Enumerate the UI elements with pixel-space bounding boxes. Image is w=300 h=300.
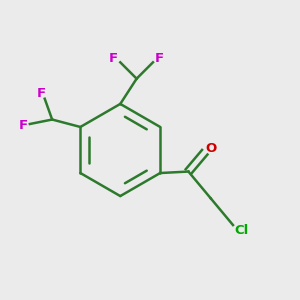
Text: F: F <box>155 52 164 65</box>
Text: O: O <box>206 142 217 155</box>
Text: F: F <box>19 119 28 132</box>
Text: F: F <box>37 87 46 100</box>
Text: Cl: Cl <box>234 224 248 237</box>
Text: F: F <box>109 52 118 65</box>
